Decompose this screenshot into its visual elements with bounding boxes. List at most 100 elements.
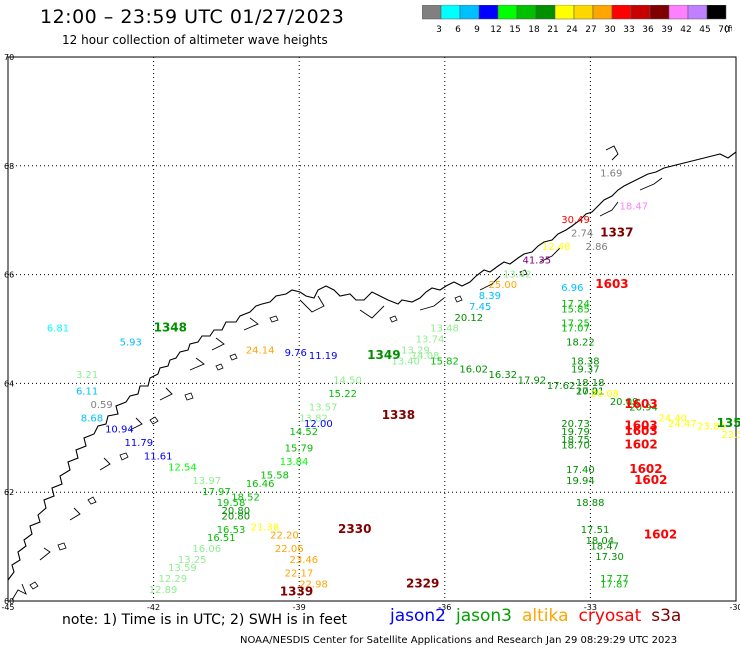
wave-height-label: 15.58 xyxy=(260,471,289,482)
lon-tick-label: -45 xyxy=(1,603,14,612)
wave-height-label: 17.30 xyxy=(595,552,624,563)
wave-height-label: 13.48 xyxy=(430,324,459,335)
legend-item-cryosat: cryosat xyxy=(578,606,642,626)
time-stamp-label: 1348 xyxy=(154,321,187,335)
lat-tick-label: 68 xyxy=(4,162,14,171)
wave-height-label: 18.47 xyxy=(590,541,619,552)
colorbar-label: 18 xyxy=(528,25,540,35)
colorbar-label: 30 xyxy=(604,25,616,35)
wave-height-label: 20.80 xyxy=(222,511,251,522)
wave-height-label: 20.12 xyxy=(455,313,484,324)
wave-height-label: 6.96 xyxy=(561,283,583,294)
wave-height-label: 14.52 xyxy=(289,427,318,438)
legend-item-altika: altika xyxy=(522,606,569,626)
wave-height-label: 3.21 xyxy=(76,370,98,381)
colorbar-label: (ft) xyxy=(724,25,732,35)
wave-height-label: 14.50 xyxy=(333,375,362,386)
wave-height-label: 25.00 xyxy=(488,280,517,291)
colorbar-label: 27 xyxy=(585,25,596,35)
wave-height-label: 17.92 xyxy=(518,375,547,386)
wave-height-label: 6.81 xyxy=(47,324,69,335)
wave-height-label: 18.88 xyxy=(576,498,605,509)
time-stamp-label: 1602 xyxy=(629,462,662,476)
wave-height-label: 18.22 xyxy=(566,337,595,348)
wave-height-label: 17.25 xyxy=(561,318,590,329)
wave-height-label: 12.29 xyxy=(158,574,187,585)
time-stamp-label: 1603 xyxy=(624,419,657,433)
wave-height-label: 23.46 xyxy=(289,555,318,566)
wave-height-label: 22.06 xyxy=(275,544,304,555)
wave-height-label: 12.89 xyxy=(149,585,178,596)
wave-height-label: 9.76 xyxy=(285,348,307,359)
wave-height-label: 16.51 xyxy=(207,533,236,544)
wave-height-label: 7.45 xyxy=(469,302,491,313)
time-stamp-label: 1339 xyxy=(280,585,313,599)
colorbar-label: 39 xyxy=(661,25,673,35)
wave-height-label: 24.40 xyxy=(658,413,687,424)
time-stamp-label: 1602 xyxy=(634,473,667,487)
wave-height-label: 21.38 xyxy=(251,522,280,533)
lat-lon-grid xyxy=(8,57,736,601)
wave-height-label: 22.20 xyxy=(270,530,299,541)
wave-height-label: 15.22 xyxy=(328,389,357,400)
wave-height-label: 16.32 xyxy=(488,370,517,381)
time-stamp-label: 2329 xyxy=(406,576,439,590)
lat-tick-label: 70 xyxy=(4,53,14,62)
wave-height-label: 2.74 xyxy=(571,229,593,240)
colorbar-label: 15 xyxy=(509,25,520,35)
credit-line: NOAA/NESDIS Center for Satellite Applica… xyxy=(240,635,678,646)
lat-tick-label: 60 xyxy=(4,597,14,606)
wave-height-label: 24.14 xyxy=(246,345,275,356)
wave-height-label: 23.85 xyxy=(697,422,726,433)
colorbar-label: 33 xyxy=(623,25,634,35)
wave-height-label: 13.59 xyxy=(168,563,197,574)
lon-tick-label: -36 xyxy=(438,603,451,612)
wave-height-label: 20.73 xyxy=(561,419,590,430)
wave-height-label: 10.94 xyxy=(105,424,134,435)
coastline-fjords xyxy=(11,145,663,601)
lat-tick-label: 66 xyxy=(4,271,14,280)
wave-height-label: 6.11 xyxy=(76,386,98,397)
wave-height-label: 20.08 xyxy=(590,389,619,400)
legend-item-jason3: jason3 xyxy=(456,606,512,626)
axis-labels: 70 68 66 64 62 60-45 -42 -39 -36 -33 -30 xyxy=(1,53,740,612)
wave-height-label: 0.59 xyxy=(91,400,113,411)
page-title: 12:00 – 23:59 UTC 01/27/2023 xyxy=(40,6,345,28)
wave-height-label: 17.01 xyxy=(576,386,605,397)
wave-height-label: 13.25 xyxy=(178,555,207,566)
wave-height-label: 17.07 xyxy=(561,324,590,335)
colorbar-label: 12 xyxy=(490,25,501,35)
map-frame xyxy=(7,56,737,602)
colorbar-label: 9 xyxy=(474,25,480,35)
wave-height-label: 20.09 xyxy=(610,397,639,408)
wave-height-label: 12.00 xyxy=(304,419,333,430)
coastline-islands xyxy=(29,269,528,590)
time-stamp-label: 1349 xyxy=(367,348,400,362)
wave-height-label: 19.58 xyxy=(217,498,246,509)
wave-height-label: 13.42 xyxy=(503,269,532,280)
colorbar-label: 3 xyxy=(436,25,442,35)
lon-tick-label: -42 xyxy=(147,603,160,612)
colorbar-label: 45 xyxy=(699,25,710,35)
colorbar-label: 21 xyxy=(547,25,558,35)
map-border xyxy=(7,56,737,602)
observation-time-stamps: 1337160316031603160316021602160216021350… xyxy=(154,226,740,599)
coastline xyxy=(7,145,737,601)
wave-height-label: 15.85 xyxy=(561,305,590,316)
time-stamp-label: 1337 xyxy=(600,226,633,240)
wave-height-label: 12.54 xyxy=(168,462,197,473)
wave-height-label: 8.68 xyxy=(81,413,103,424)
wave-height-label: 17.51 xyxy=(581,525,610,536)
lon-tick-label: -39 xyxy=(293,603,306,612)
wave-height-label: 19.79 xyxy=(561,427,590,438)
legend-item-s3a: s3a xyxy=(651,606,682,626)
lat-tick-label: 64 xyxy=(4,379,14,388)
wave-height-label: 18.38 xyxy=(571,356,600,367)
wave-height-label: 17.40 xyxy=(566,465,595,476)
wave-height-label: 18.70 xyxy=(561,441,590,452)
colorbar-swatch xyxy=(706,5,727,20)
time-stamp-label: 1602 xyxy=(624,438,657,452)
colorbar-label: 24 xyxy=(566,25,578,35)
